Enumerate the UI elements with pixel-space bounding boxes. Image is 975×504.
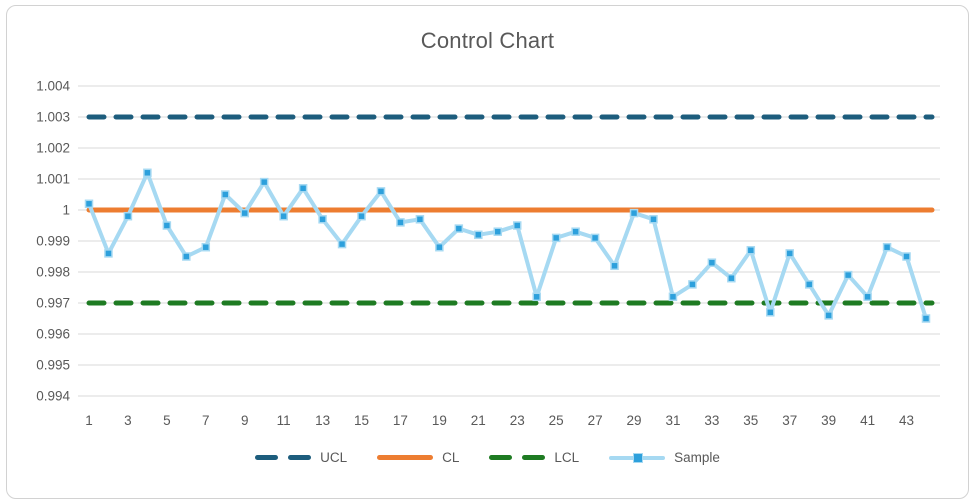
sample-marker [221,190,230,199]
sample-marker [590,233,600,243]
legend-label-lcl: LCL [554,450,580,465]
legend-item-sample: Sample [609,450,720,465]
x-tick-label: 41 [860,413,875,428]
y-tick-label: 1.001 [36,172,70,187]
x-tick-label: 1 [85,413,93,428]
y-tick-label: 0.994 [36,389,70,404]
chart-legend: UCL CL LCL Sample [0,450,975,465]
lcl-dashed-swatch-icon [489,455,546,460]
sample-marker [766,308,775,317]
sample-marker [240,208,249,218]
x-tick-label: 7 [202,413,210,428]
y-tick-label: 0.997 [36,296,70,311]
sample-marker [610,261,619,271]
x-tick-label: 13 [315,413,330,428]
sample-marker [357,211,366,221]
sample-marker [182,252,191,261]
x-tick-label: 43 [899,413,914,428]
sample-marker [921,314,931,323]
sample-marker [532,292,541,302]
sample-marker [396,218,405,227]
x-tick-label: 33 [704,413,719,428]
sample-marker [376,187,386,196]
legend-item-ucl: UCL [255,450,347,465]
sample-marker [104,249,113,258]
sample-marker [688,280,697,289]
y-tick-label: 0.998 [36,265,70,280]
y-tick-label: 0.999 [36,234,70,249]
x-tick-label: 9 [241,413,249,428]
sample-marker [298,184,308,193]
legend-label-ucl: UCL [320,450,348,465]
x-tick-label: 3 [124,413,132,428]
y-tick-label: 1 [62,203,70,218]
sample-marker [435,242,444,252]
legend-item-cl: CL [377,450,459,465]
x-tick-label: 25 [549,413,564,428]
chart-title: Control Chart [420,28,555,53]
sample-line [87,170,928,321]
x-tick-label: 11 [277,413,291,428]
sample-marker [337,239,347,249]
x-tick-label: 27 [588,413,603,428]
legend-label-cl: CL [442,450,460,465]
legend-item-lcl: LCL [489,450,579,465]
sample-marker [863,292,872,302]
x-tick-label: 39 [821,413,836,428]
sample-marker [84,199,94,209]
x-tick-label: 21 [471,413,486,428]
sample-marker [279,211,288,221]
sample-marker [512,221,522,230]
sample-marker [415,215,425,224]
sample-line-swatch-icon [609,452,666,463]
sample-marker [804,280,814,289]
sample-marker [551,233,561,243]
chart-frame-border [6,5,969,499]
sample-marker [123,211,133,221]
sample-marker [629,208,639,218]
sample-marker [201,242,211,252]
ucl-dashed-swatch-icon [255,455,312,460]
x-tick-label: 29 [627,413,642,428]
x-tick-label: 5 [163,413,171,428]
sample-marker [649,215,658,224]
sample-marker [882,242,892,252]
y-tick-label: 1.004 [36,79,70,94]
sample-marker [162,221,172,230]
sample-marker [727,273,736,283]
sample-marker [746,246,756,255]
x-tick-label: 19 [432,413,447,428]
x-tick-label: 31 [665,413,680,428]
x-tick-label: 23 [510,413,525,428]
x-tick-label: 35 [743,413,758,428]
x-tick-label: 37 [782,413,797,428]
legend-label-sample: Sample [674,450,720,465]
y-tick-label: 1.002 [36,141,70,156]
sample-marker [668,292,678,302]
sample-marker [259,177,269,187]
y-tick-label: 0.995 [36,358,70,373]
sample-marker [474,230,483,240]
sample-marker [707,258,717,267]
y-tick-label: 0.996 [36,327,70,342]
sample-marker [785,249,794,258]
y-tick-label: 1.003 [36,110,70,125]
x-tick-label: 17 [393,413,408,428]
sample-marker [824,311,833,320]
x-tick-label: 15 [354,413,369,428]
cl-solid-swatch-icon [377,455,434,460]
sample-marker [843,270,853,280]
sample-marker [493,227,503,236]
sample-marker [571,227,580,236]
sample-marker [318,215,327,224]
sample-marker [454,224,464,233]
sample-marker [143,168,152,178]
sample-marker [902,252,911,261]
